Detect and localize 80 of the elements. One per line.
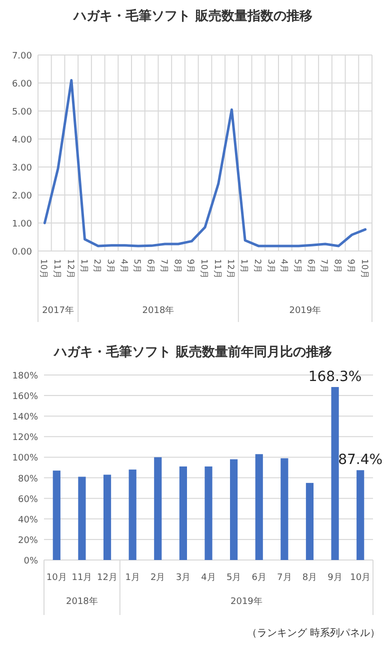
bar bbox=[306, 482, 314, 560]
x-tick-label: 2月 bbox=[92, 259, 102, 274]
x-tick-label: 9月 bbox=[328, 573, 342, 583]
text: 2018年 bbox=[142, 305, 174, 316]
y-tick-label: 180% bbox=[12, 372, 38, 382]
x-tick-label: 12月 bbox=[97, 573, 118, 583]
x-tick-label: 9月 bbox=[345, 259, 356, 274]
data-label: 87.4% bbox=[338, 452, 383, 468]
x-tick-label: 5月 bbox=[226, 573, 242, 583]
x-tick-label: 12月 bbox=[225, 259, 236, 279]
x-tick-label: 10月 bbox=[38, 259, 48, 279]
y-tick-label: 60% bbox=[18, 494, 38, 505]
y-tick-label: 5.00 bbox=[12, 108, 32, 118]
y-tick-label: 140% bbox=[12, 412, 38, 423]
y-tick-label: 20% bbox=[18, 536, 38, 546]
bar bbox=[255, 454, 263, 560]
y-tick-label: 160% bbox=[12, 392, 38, 402]
bar bbox=[78, 476, 86, 560]
bar bbox=[128, 470, 136, 560]
y-tick-label: 0% bbox=[24, 556, 38, 566]
x-tick-label: 11月 bbox=[72, 573, 92, 583]
x-tick-label: 4月 bbox=[201, 573, 216, 583]
y-tick-label: 3.00 bbox=[12, 164, 32, 174]
x-tick-label: 6月 bbox=[305, 259, 316, 274]
bar bbox=[52, 470, 60, 560]
x-tick-label: 6月 bbox=[252, 573, 266, 583]
y-tick-label: 7.00 bbox=[12, 52, 32, 62]
x-tick-label: 1月 bbox=[125, 573, 140, 583]
line-series bbox=[43, 78, 367, 248]
x-tick-label: 4月 bbox=[118, 259, 128, 274]
x-tick-label: 6月 bbox=[145, 259, 156, 274]
bar bbox=[204, 466, 212, 560]
chart-title: ハガキ・毛筆ソフト 販売数量指数の推移 bbox=[72, 8, 312, 24]
text: 2019年 bbox=[230, 596, 262, 607]
x-tick-label: 12月 bbox=[64, 259, 75, 279]
text: 2017年 bbox=[42, 305, 74, 316]
y-tick-label: 100% bbox=[12, 454, 38, 464]
x-tick-label: 8月 bbox=[332, 259, 342, 274]
x-tick-label: 10月 bbox=[46, 573, 67, 583]
x-tick-label: 1月 bbox=[238, 259, 249, 274]
y-tick-label: 120% bbox=[12, 433, 38, 444]
x-tick-label: 3月 bbox=[176, 573, 191, 583]
y-tick-label: 80% bbox=[18, 474, 38, 484]
x-tick-label: 2月 bbox=[252, 259, 262, 274]
x-tick-label: 11月 bbox=[212, 259, 222, 279]
y-tick-label: 40% bbox=[18, 515, 38, 526]
x-tick-label: 9月 bbox=[185, 259, 196, 274]
x-tick-label: 1月 bbox=[78, 259, 88, 274]
x-tick-label: 8月 bbox=[302, 573, 318, 583]
bar bbox=[331, 387, 339, 560]
y-tick-label: 4.00 bbox=[12, 136, 32, 146]
x-tick-label: 11月 bbox=[52, 259, 62, 279]
bar bbox=[154, 457, 162, 560]
x-tick-label: 2月 bbox=[150, 573, 166, 583]
x-tick-label: 3月 bbox=[104, 259, 115, 274]
y-tick-label: 6.00 bbox=[12, 80, 32, 90]
x-tick-label: 7月 bbox=[318, 259, 329, 274]
bar bbox=[103, 474, 112, 560]
bar bbox=[356, 470, 364, 560]
x-tick-label: 10月 bbox=[358, 259, 369, 279]
x-tick-label: 8月 bbox=[172, 259, 182, 274]
x-tick-label: 5月 bbox=[132, 259, 142, 274]
y-tick-label: 1.00 bbox=[12, 220, 32, 230]
bar bbox=[230, 459, 238, 560]
x-tick-label: 3月 bbox=[265, 259, 276, 274]
text: 2019年 bbox=[289, 305, 322, 316]
x-tick-label: 7月 bbox=[158, 259, 168, 274]
data-label: 168.3% bbox=[308, 369, 362, 386]
y-tick-label: 2.00 bbox=[12, 192, 32, 202]
x-tick-label: 5月 bbox=[292, 259, 302, 274]
x-tick-label: 10月 bbox=[198, 259, 208, 279]
y-tick-label: 0.00 bbox=[12, 248, 32, 258]
text: （ランキング 時系列パネル） bbox=[246, 627, 380, 639]
bar bbox=[280, 458, 288, 560]
text: 2018年 bbox=[66, 596, 98, 607]
x-tick-label: 4月 bbox=[278, 259, 289, 274]
bar bbox=[179, 466, 187, 560]
x-tick-label: 10月 bbox=[350, 573, 371, 583]
chart-title: ハガキ・毛筆ソフト 販売数量前年同月比の推移 bbox=[53, 344, 332, 360]
x-tick-label: 7月 bbox=[277, 573, 292, 583]
